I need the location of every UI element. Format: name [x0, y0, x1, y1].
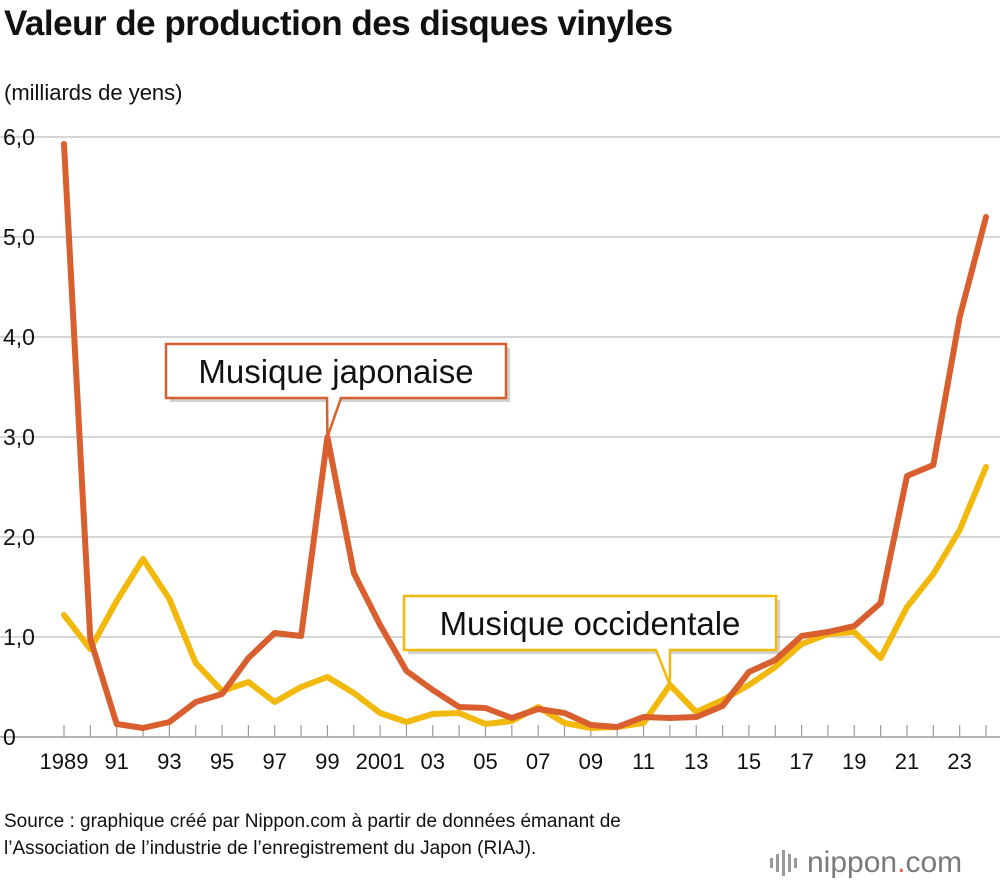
line-chart: 1989 91 93 95 97 99 2001 03 05 07 09 11 13 15 17 19 21 23… — [0, 124, 1000, 774]
x-tick-label: 07 — [526, 749, 550, 774]
series-callout: Musique japonaise — [164, 342, 510, 438]
x-tick-label: 99 — [315, 749, 339, 774]
y-tick-label: 0 — [3, 724, 16, 750]
y-tick-label: 1,0 — [3, 624, 35, 650]
series-line — [61, 141, 989, 731]
x-tick-label: 17 — [789, 749, 813, 774]
x-tick-label: 13 — [684, 749, 708, 774]
logo-mark-icon — [770, 850, 797, 876]
x-tick-label: 05 — [473, 749, 497, 774]
source-note: Source : graphique créé par Nippon.com à… — [4, 811, 621, 859]
y-tick-label: 6,0 — [3, 124, 35, 150]
x-tick-label: 95 — [210, 749, 234, 774]
callout-box — [402, 594, 778, 686]
y-tick-label: 2,0 — [3, 524, 35, 550]
y-tick-label: 3,0 — [3, 424, 35, 450]
x-tick-label: 93 — [157, 749, 181, 774]
logo-text: nippon — [807, 846, 898, 879]
y-tick-label: 4,0 — [3, 324, 35, 350]
x-tick-label: 23 — [947, 749, 971, 774]
x-tick-label: 15 — [737, 749, 761, 774]
y-axis-unit-label: (milliards de yens) — [4, 80, 183, 105]
x-tick-label: 91 — [104, 749, 128, 774]
logo-dot: . — [897, 846, 906, 879]
data-series — [61, 141, 989, 731]
x-tick-label: 2001 — [356, 749, 405, 774]
x-tick-label: 11 — [632, 749, 655, 774]
x-tick-label: 1989 — [40, 749, 89, 774]
x-tick-label: 97 — [263, 749, 287, 774]
series-callout: Musique occidentale — [402, 594, 780, 686]
x-tick-label: 09 — [579, 749, 603, 774]
series-label: Musique occidentale — [440, 605, 741, 642]
x-axis: 1989 91 93 95 97 99 2001 03 05 07 09 11 13 15 17 19 21 23 — [0, 725, 1000, 774]
chart-title: Valeur de production des disques vinyles — [4, 4, 673, 43]
y-axis-tick-labels: 0 1,0 2,0 3,0 4,0 5,0 6,0 — [3, 124, 35, 750]
logo-tld: com — [905, 846, 963, 879]
x-tick-label: 03 — [421, 749, 445, 774]
nippon-logo: nippon. com — [770, 846, 962, 880]
x-tick-label: 19 — [842, 749, 866, 774]
series-label: Musique japonaise — [198, 353, 473, 390]
y-tick-label: 5,0 — [3, 224, 35, 250]
callout-box — [164, 342, 508, 438]
series-callouts: Musique japonaise Musique occidentale — [164, 342, 780, 686]
x-tick-label: 21 — [895, 749, 919, 774]
